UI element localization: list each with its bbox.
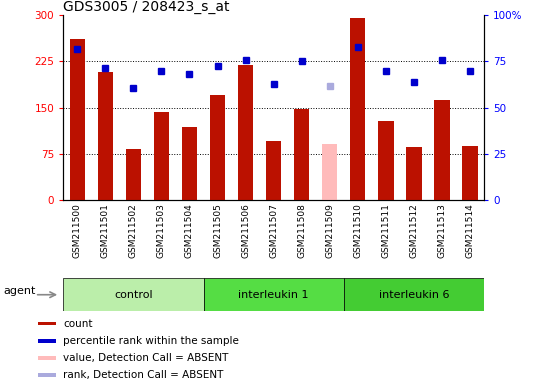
Text: GSM211503: GSM211503 [157, 204, 166, 258]
Bar [434, 100, 450, 200]
Text: GSM211511: GSM211511 [381, 204, 390, 258]
Text: interleukin 1: interleukin 1 [238, 290, 309, 300]
Text: GSM211513: GSM211513 [437, 204, 447, 258]
Bar [266, 141, 282, 200]
Bar [344, 278, 484, 311]
Text: GSM211514: GSM211514 [465, 204, 475, 258]
Text: percentile rank within the sample: percentile rank within the sample [63, 336, 239, 346]
Bar [350, 18, 366, 200]
Text: GSM211506: GSM211506 [241, 204, 250, 258]
Text: GSM211512: GSM211512 [409, 204, 419, 258]
Text: GSM211502: GSM211502 [129, 204, 138, 258]
Bar [238, 65, 254, 200]
Text: GSM211509: GSM211509 [325, 204, 334, 258]
Bar [204, 278, 344, 311]
Bar [38, 374, 56, 377]
Bar [63, 278, 204, 311]
Bar [69, 39, 85, 200]
Text: GSM211507: GSM211507 [269, 204, 278, 258]
Text: rank, Detection Call = ABSENT: rank, Detection Call = ABSENT [63, 370, 224, 381]
Text: control: control [114, 290, 153, 300]
Text: interleukin 6: interleukin 6 [378, 290, 449, 300]
Text: value, Detection Call = ABSENT: value, Detection Call = ABSENT [63, 353, 229, 363]
Bar [38, 339, 56, 343]
Bar [406, 147, 422, 200]
Text: GDS3005 / 208423_s_at: GDS3005 / 208423_s_at [63, 0, 230, 14]
Text: agent: agent [3, 286, 36, 296]
Bar [294, 109, 310, 200]
Text: GSM211510: GSM211510 [353, 204, 362, 258]
Text: count: count [63, 318, 93, 329]
Text: GSM211500: GSM211500 [73, 204, 82, 258]
Bar [210, 95, 226, 200]
Bar [462, 146, 478, 200]
Bar [97, 72, 113, 200]
Bar [322, 144, 338, 200]
Bar [38, 322, 56, 325]
Bar [153, 112, 169, 200]
Text: GSM211505: GSM211505 [213, 204, 222, 258]
Text: GSM211508: GSM211508 [297, 204, 306, 258]
Bar [125, 149, 141, 200]
Bar [182, 127, 197, 200]
Text: GSM211504: GSM211504 [185, 204, 194, 258]
Bar [378, 121, 394, 200]
Text: GSM211501: GSM211501 [101, 204, 110, 258]
Bar [38, 356, 56, 360]
